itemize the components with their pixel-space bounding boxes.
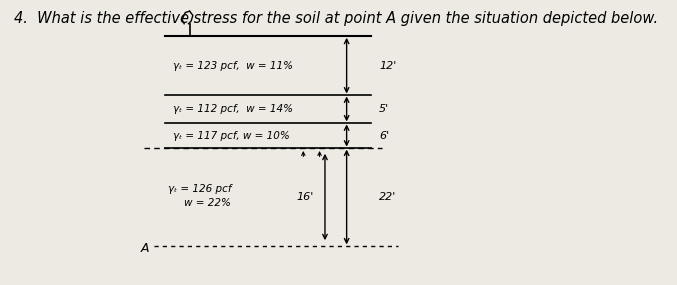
Text: 16': 16' — [297, 192, 314, 202]
Text: 12': 12' — [379, 61, 396, 71]
Text: 4.  What is the effective stress for the soil at point A given the situation dep: 4. What is the effective stress for the … — [14, 11, 658, 26]
Text: 5': 5' — [379, 104, 389, 114]
Text: γₜ = 126 pcf: γₜ = 126 pcf — [168, 184, 232, 194]
Text: 22': 22' — [379, 192, 396, 202]
Text: γₜ = 123 pcf,  w = 11%: γₜ = 123 pcf, w = 11% — [173, 61, 293, 71]
Text: w = 22%: w = 22% — [184, 198, 231, 207]
Text: A: A — [141, 242, 149, 255]
Text: 6': 6' — [379, 131, 389, 141]
Text: γₜ = 117 pcf, w = 10%: γₜ = 117 pcf, w = 10% — [173, 131, 290, 141]
Text: γₜ = 112 pcf,  w = 14%: γₜ = 112 pcf, w = 14% — [173, 104, 293, 114]
